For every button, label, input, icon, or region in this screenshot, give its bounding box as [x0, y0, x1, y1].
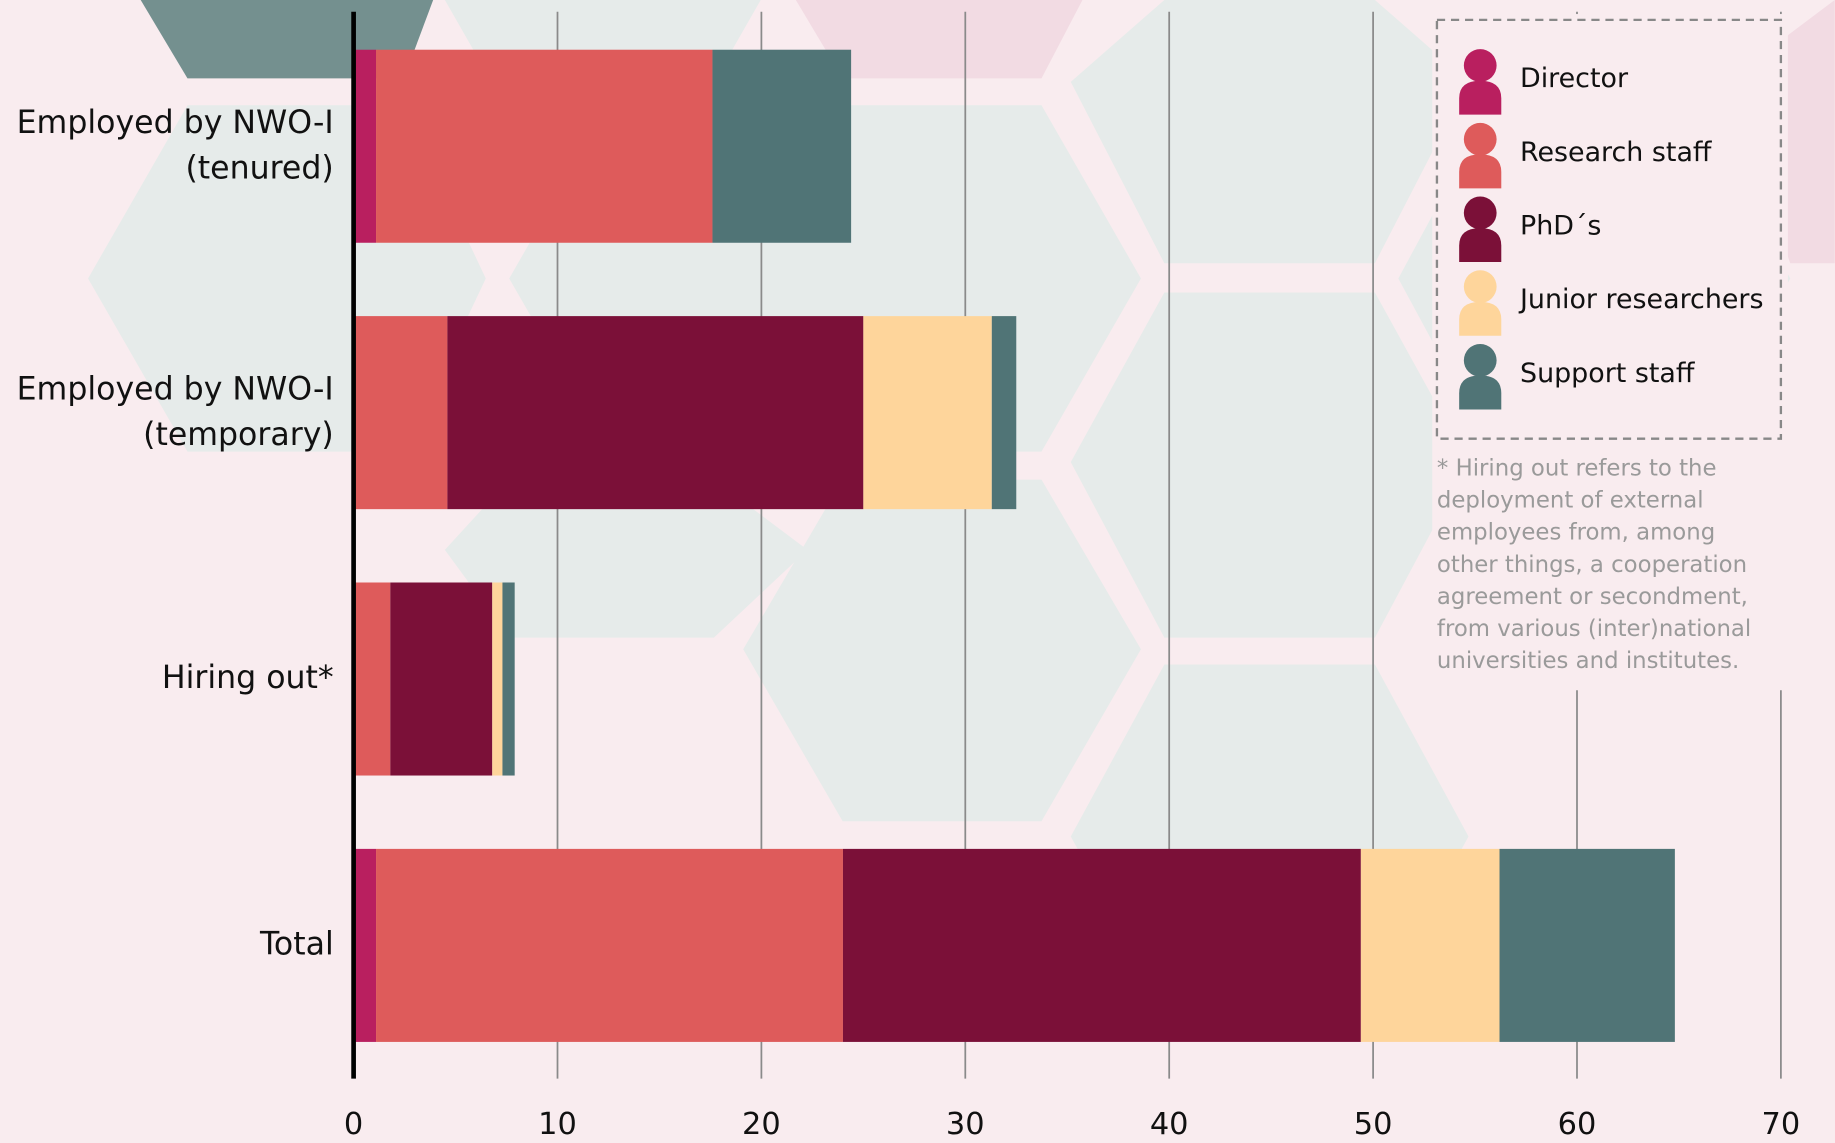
bar-segment — [376, 49, 713, 243]
note-line: universities and institutes. — [1437, 648, 1739, 674]
y-tick-label: Employed by NWO-I (tenured) — [17, 105, 334, 187]
bar-segment — [863, 316, 992, 510]
bar-segment — [1499, 848, 1675, 1042]
legend-icon-body — [1459, 80, 1502, 115]
label-line: Employed by NWO-I — [17, 105, 334, 141]
y-tick-label: Employed by NWO-I (temporary) — [17, 371, 334, 453]
bar-segment — [991, 316, 1017, 510]
y-tick-label: Total — [259, 926, 334, 962]
bars — [353, 49, 1675, 1042]
bar-segment — [353, 582, 391, 776]
legend-icon-body — [1459, 228, 1502, 263]
legend-icon-body — [1459, 154, 1502, 189]
label-line: (temporary) — [143, 417, 334, 453]
legend-icon-head — [1463, 343, 1497, 377]
note-line: deployment of external — [1437, 488, 1704, 514]
bar-segment — [390, 582, 493, 776]
legend-label: Director — [1520, 63, 1629, 94]
legend-icon-body — [1459, 375, 1502, 410]
legend-icon-head — [1463, 196, 1497, 230]
note-line: employees from, among — [1437, 520, 1715, 546]
bar-segment — [353, 316, 448, 510]
note: * Hiring out refers to the deployment of … — [1437, 456, 1751, 674]
bar-segment — [376, 848, 843, 1042]
legend-icon-head — [1463, 270, 1497, 304]
bar-segment — [712, 49, 852, 243]
legend-label: Research staff — [1520, 137, 1713, 168]
x-tick-label: 60 — [1558, 1107, 1597, 1142]
bar-segment — [353, 848, 377, 1042]
legend-label: Junior researchers — [1518, 284, 1764, 315]
x-tick-label: 40 — [1150, 1107, 1189, 1142]
x-tick-label: 70 — [1762, 1107, 1801, 1142]
legend-icon-head — [1463, 49, 1497, 82]
x-tick-label: 20 — [742, 1107, 781, 1142]
y-tick-label: Hiring out* — [162, 660, 334, 696]
note-line: from various (inter)national — [1437, 616, 1751, 642]
legend-icon-head — [1463, 122, 1497, 156]
legend-label: PhD´s — [1520, 210, 1601, 241]
bar-segment — [353, 49, 377, 243]
legend: Director Research staff PhD´s Junior resear… — [1459, 49, 1764, 410]
legend-label: Support staff — [1520, 358, 1696, 389]
x-tick-label: 0 — [344, 1107, 363, 1142]
bar-segment — [502, 582, 515, 776]
legend-icon-body — [1459, 301, 1502, 336]
note-line: other things, a cooperation — [1437, 552, 1747, 578]
background-hexagons — [88, 0, 1835, 1007]
x-tick-label: 30 — [946, 1107, 985, 1142]
bar-segment — [842, 848, 1361, 1042]
x-tick-label: 50 — [1354, 1107, 1393, 1142]
bar-segment — [447, 316, 864, 510]
x-tick-label: 10 — [538, 1107, 577, 1142]
note-line: * Hiring out refers to the — [1437, 456, 1717, 482]
bar-segment — [1360, 848, 1500, 1042]
label-line: Employed by NWO-I — [17, 371, 334, 407]
legend-box — [1435, 18, 1783, 440]
note-line: agreement or secondment, — [1437, 584, 1748, 610]
bar-segment — [492, 582, 503, 776]
label-line: (tenured) — [185, 151, 333, 187]
